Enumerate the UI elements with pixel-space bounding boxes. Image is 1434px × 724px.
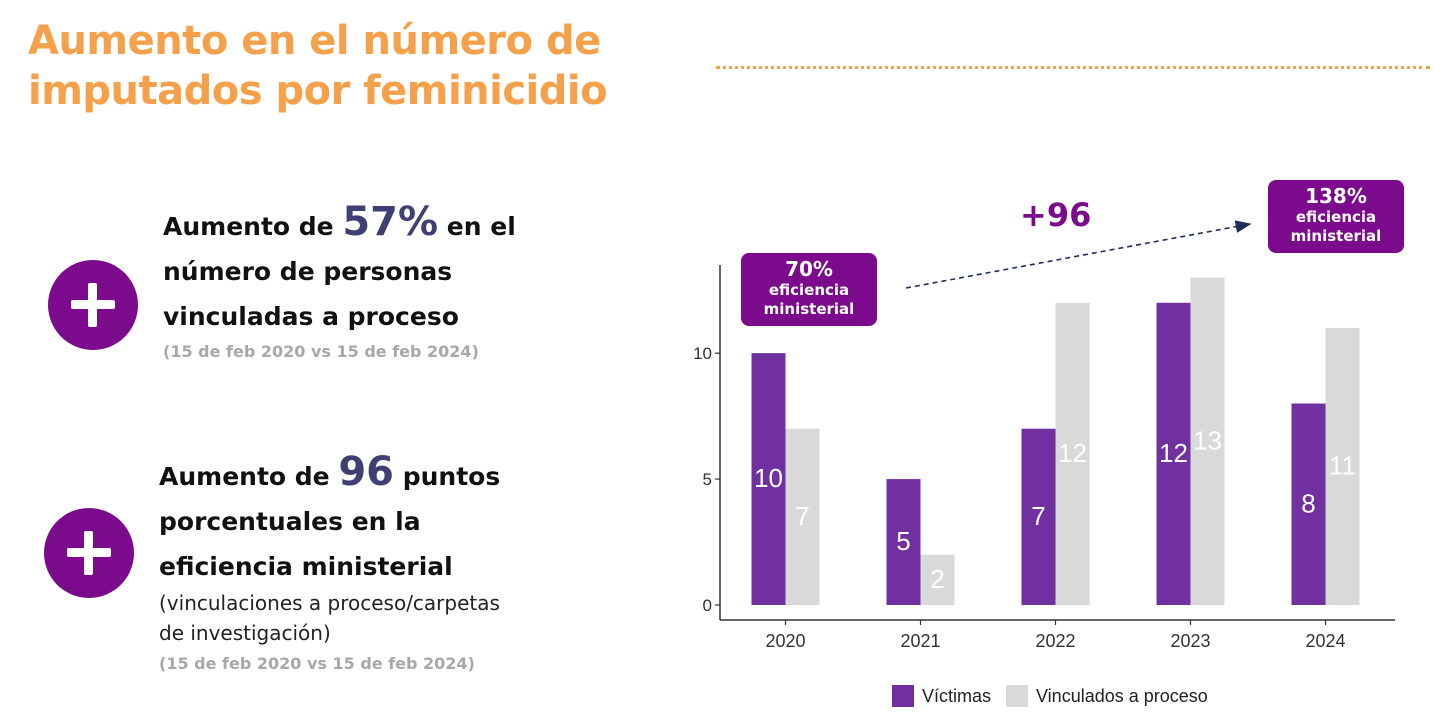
bar-data-label: 12 <box>1058 438 1087 468</box>
badge-start-line1: eficiencia <box>768 281 850 299</box>
x-tick-label: 2020 <box>765 631 805 650</box>
stat-eficiencia-value: 96 <box>338 449 395 495</box>
stat-eficiencia-definition-line2: de investigación) <box>159 621 331 645</box>
stat-vinculados-line1: Aumento de 57% en el <box>163 200 516 249</box>
trend-arrow-line <box>905 220 1252 289</box>
bar-vinculados <box>920 554 955 605</box>
stat-vinculados-line2: número de personas <box>163 257 453 286</box>
badge-start-line2: ministerial <box>763 300 855 318</box>
bar-victimas <box>751 353 786 605</box>
stat-vinculados: Aumento de 57% en el número de personas … <box>163 200 516 339</box>
bar-vinculados <box>1325 327 1360 605</box>
stat-eficiencia: Aumento de 96 puntos porcentuales en la … <box>159 450 500 589</box>
stat-eficiencia-line1: Aumento de 96 puntos <box>159 450 500 499</box>
stat-eficiencia-line2: porcentuales en la <box>159 507 421 536</box>
stat-suffix: en el <box>438 212 516 241</box>
plus-icon <box>48 260 138 350</box>
bar-data-label: 2 <box>930 564 944 594</box>
badge-end-line1: eficiencia <box>1295 208 1377 226</box>
stat-suffix: puntos <box>394 462 501 491</box>
stat-eficiencia-period: (15 de feb 2020 vs 15 de feb 2024) <box>159 654 475 673</box>
y-tick-label: 10 <box>693 344 712 363</box>
badge-end-line2: ministerial <box>1290 227 1382 245</box>
bar-data-label: 11 <box>1329 450 1356 480</box>
bar-data-label: 7 <box>795 501 809 531</box>
stat-vinculados-line3: vinculadas a proceso <box>163 302 459 331</box>
stat-eficiencia-definition-line1: (vinculaciones a proceso/carpetas <box>159 591 500 615</box>
badge-eficiencia-end: 138% eficiencia ministerial <box>1268 180 1404 253</box>
y-tick-label: 0 <box>703 596 712 615</box>
bar-vinculados <box>1055 302 1090 605</box>
bar-data-label: 7 <box>1031 501 1045 531</box>
delta-label: +96 <box>1020 196 1092 234</box>
stat-vinculados-period: (15 de feb 2020 vs 15 de feb 2024) <box>163 342 479 361</box>
legend-swatch <box>1006 685 1028 707</box>
x-tick-label: 2021 <box>900 631 940 650</box>
plus-icon <box>44 508 134 598</box>
x-tick-label: 2022 <box>1035 631 1075 650</box>
stat-eficiencia-definition: (vinculaciones a proceso/carpetas de inv… <box>159 588 500 648</box>
bar-victimas <box>886 479 921 605</box>
bar-data-label: 8 <box>1301 488 1315 518</box>
stat-vinculados-value: 57% <box>342 199 439 245</box>
page-title: Aumento en el número de imputados por fe… <box>28 16 608 116</box>
stat-prefix: Aumento de <box>163 212 343 241</box>
y-tick-label: 5 <box>703 470 712 489</box>
legend-label: Víctimas <box>922 686 992 706</box>
x-tick-label: 2023 <box>1170 631 1210 650</box>
bar-data-label: 5 <box>896 526 910 556</box>
legend-swatch <box>892 685 914 707</box>
badge-eficiencia-start: 70% eficiencia ministerial <box>741 253 877 326</box>
bar-vinculados <box>785 428 820 605</box>
bar-data-label: 13 <box>1193 425 1222 455</box>
x-tick-label: 2024 <box>1305 631 1345 650</box>
page-title-line1: Aumento en el número de <box>28 18 601 64</box>
bar-data-label: 10 <box>754 463 783 493</box>
bar-vinculados <box>1190 277 1225 605</box>
bar-data-label: 12 <box>1159 438 1188 468</box>
dotted-divider <box>716 66 1430 69</box>
stat-prefix: Aumento de <box>159 462 339 491</box>
bar-victimas <box>1021 428 1056 605</box>
bar-victimas <box>1156 302 1191 605</box>
badge-end-pct: 138% <box>1305 184 1367 208</box>
page-title-line2: imputados por feminicidio <box>28 68 608 114</box>
legend-label: Vinculados a proceso <box>1036 686 1208 706</box>
badge-start-pct: 70% <box>785 257 833 281</box>
bar-victimas <box>1291 403 1326 605</box>
stat-eficiencia-line3: eficiencia ministerial <box>159 552 453 581</box>
